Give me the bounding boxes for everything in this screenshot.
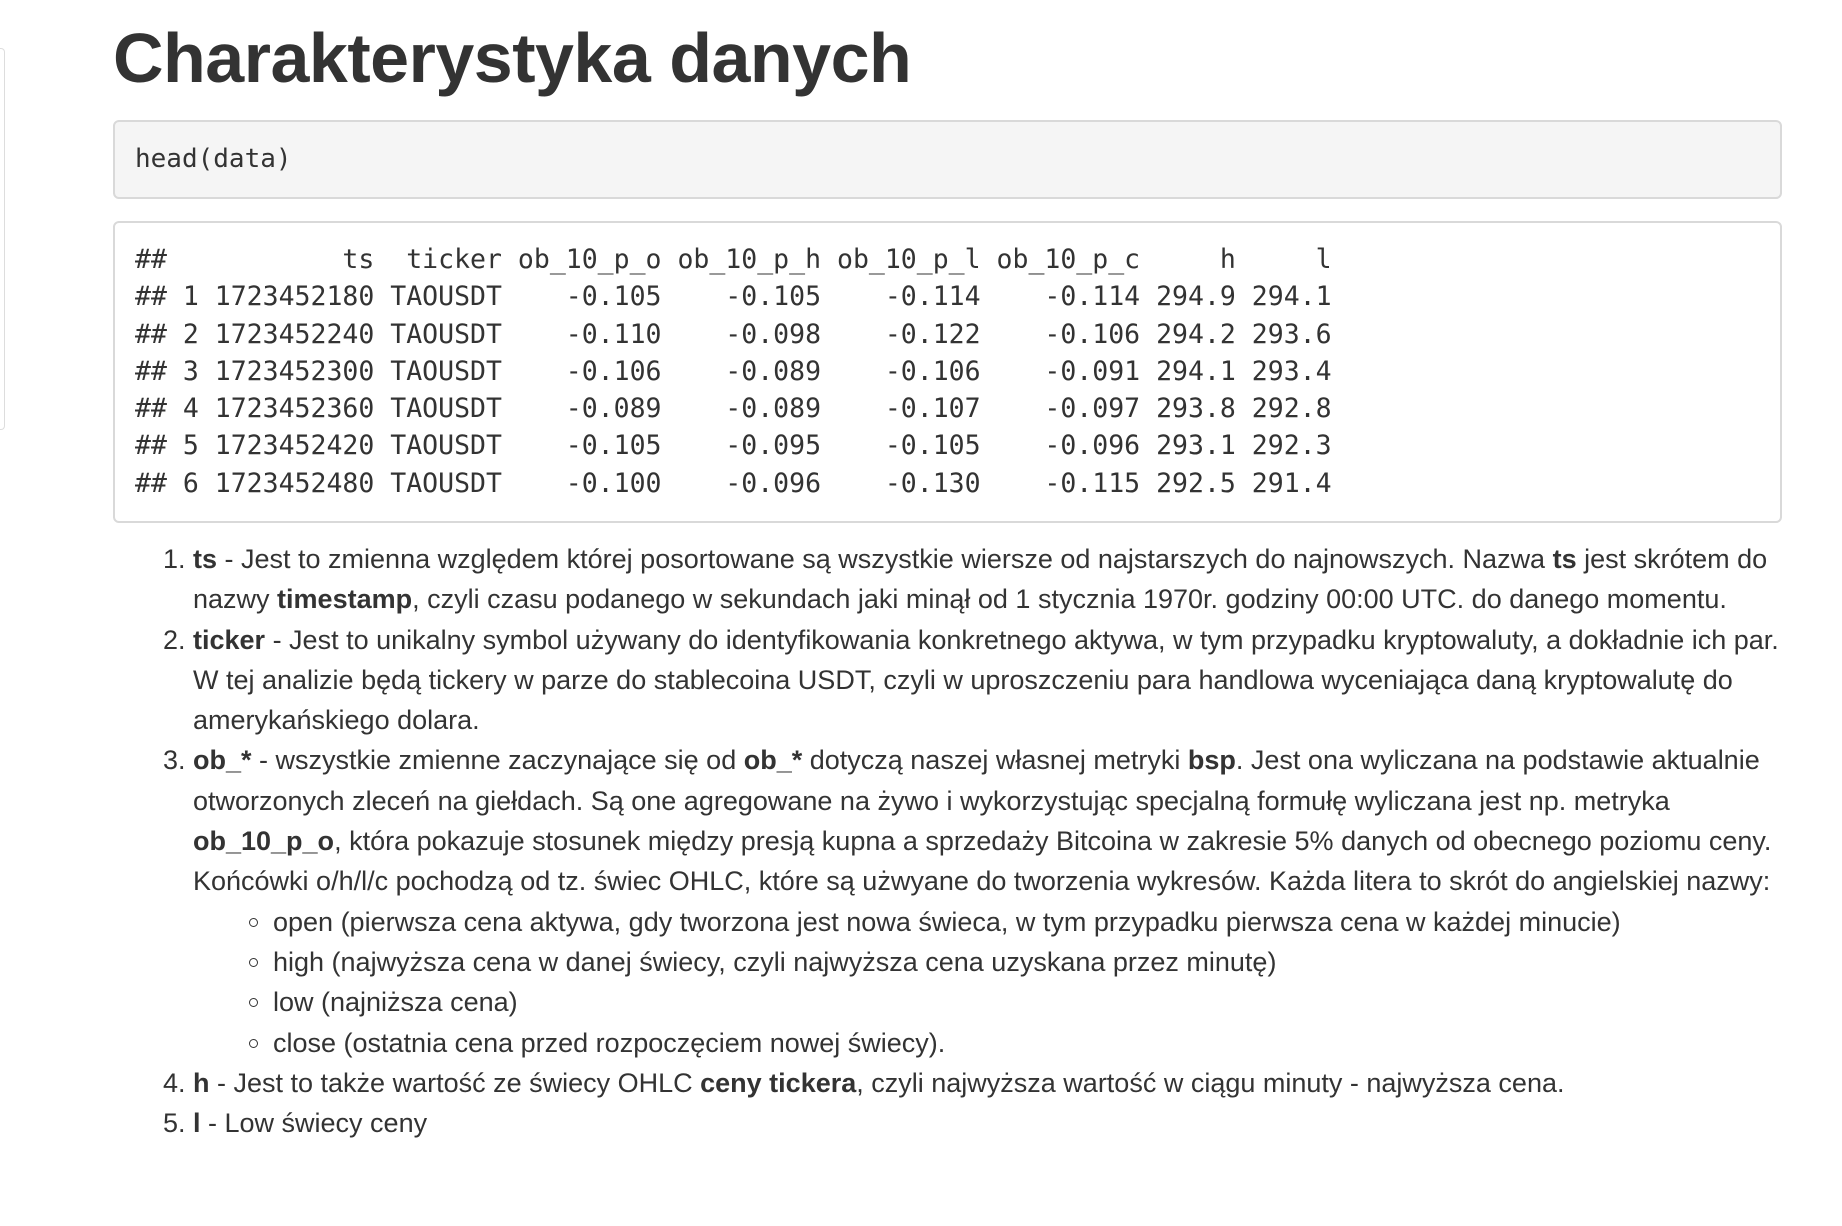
list-item-ts: ts - Jest to zmienna względem której pos… [193, 539, 1783, 620]
list-item-h: h - Jest to także wartość ze świecy OHLC… [193, 1063, 1783, 1103]
code-chunk: head(data) [113, 120, 1782, 199]
item-text: - Jest to unikalny symbol używany do ide… [193, 624, 1779, 736]
term-ts: ts [193, 544, 218, 574]
sub-item-high: high (najwyższa cena w danej świecy, czy… [249, 942, 1783, 982]
output-line: ## ts ticker ob_10_p_o ob_10_p_h ob_10_p… [135, 244, 1332, 275]
sub-item-close: close (ostatnia cena przed rozpoczęciem … [249, 1023, 1783, 1063]
sub-item-open: open (pierwsza cena aktywa, gdy tworzona… [249, 902, 1783, 942]
output-line: ## 4 1723452360 TAOUSDT -0.089 -0.089 -0… [135, 393, 1332, 425]
item-text: - Jest to zmienna względem której posort… [217, 544, 1553, 574]
ohlc-sublist: open (pierwsza cena aktywa, gdy tworzona… [193, 902, 1783, 1063]
item-text: , czyli najwyższa wartość w ciągu minuty… [856, 1067, 1565, 1098]
item-bold: ob_10_p_o [193, 826, 335, 857]
list-item-l: l - Low świecy ceny [193, 1103, 1783, 1143]
item-text: - Jest to także wartość ze świecy OHLC [209, 1067, 701, 1098]
document-content: Charakterystyka danych head(data) ## ts … [113, 0, 1782, 1143]
output-line: ## 6 1723452480 TAOUSDT -0.100 -0.096 -0… [135, 467, 1332, 499]
code-text: head(data) [135, 144, 292, 174]
item-text: dotyczą naszej własnej metryki [802, 745, 1188, 776]
output-line: ## 1 1723452180 TAOUSDT -0.105 -0.105 -0… [135, 281, 1332, 313]
item-text: - wszystkie zmienne zaczynające się od [251, 745, 744, 776]
term-ob: ob_* [193, 745, 252, 776]
item-text: jest skrótem do nazwy [193, 544, 1768, 615]
term-ticker: ticker [193, 624, 266, 655]
item-text: - Low świecy ceny [200, 1108, 428, 1139]
output-line: ## 3 1723452300 TAOUSDT -0.106 -0.089 -0… [135, 355, 1332, 387]
output-line: ## 2 1723452240 TAOUSDT -0.110 -0.098 -0… [135, 318, 1332, 350]
term-h: h [193, 1067, 210, 1098]
item-bold: timestamp [277, 584, 413, 615]
sub-item-low: low (najniższa cena) [249, 982, 1783, 1022]
item-bold: ceny tickera [700, 1067, 857, 1098]
item-text: , która pokazuje stosunek między presją … [193, 826, 1772, 897]
item-bold: bsp [1187, 745, 1236, 776]
item-bold: ob_* [743, 745, 803, 776]
variable-list: ts - Jest to zmienna względem której pos… [113, 539, 1783, 1143]
output-line: ## 5 1723452420 TAOUSDT -0.105 -0.095 -0… [135, 430, 1332, 462]
term-l: l [193, 1108, 201, 1139]
item-text: . Jest ona wyliczana na podstawie aktual… [193, 745, 1760, 816]
list-item-ob: ob_* - wszystkie zmienne zaczynające się… [193, 740, 1783, 1062]
item-text: , czyli czasu podanego w sekundach jaki … [412, 584, 1727, 615]
item-bold: ts [1552, 544, 1577, 574]
side-toc-tab[interactable] [0, 48, 5, 430]
list-item-ticker: ticker - Jest to unikalny symbol używany… [193, 620, 1783, 741]
code-output: ## ts ticker ob_10_p_o ob_10_p_h ob_10_p… [113, 221, 1782, 523]
page-title: Charakterystyka danych [113, 19, 912, 97]
